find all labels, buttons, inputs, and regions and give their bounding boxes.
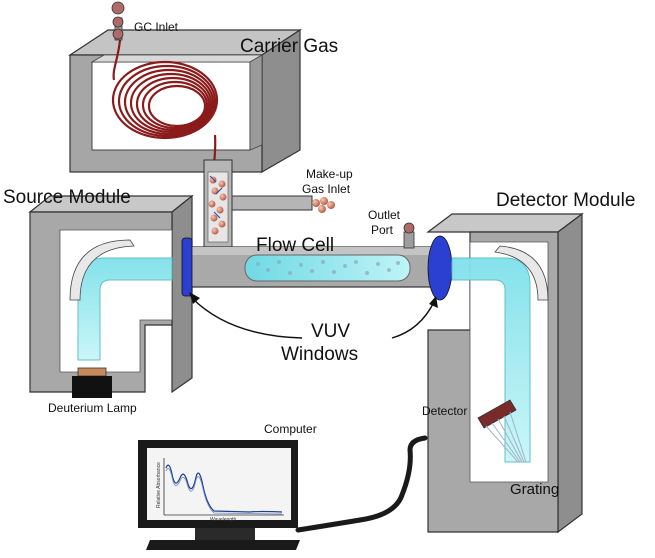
mixing-tube: [203, 159, 233, 251]
deuterium-lamp: [72, 367, 112, 398]
carrier-gas-label: Carrier Gas: [240, 36, 338, 57]
detector-module-label: Detector Module: [496, 190, 635, 211]
screen-spectrum-plot: Relative Absorbance Wavelength: [156, 458, 284, 523]
source-module-label: Source Module: [3, 187, 131, 208]
outlet-port-label-line2: Port: [371, 223, 394, 237]
computer-label: Computer: [264, 422, 317, 436]
vuv-window-right: [427, 235, 453, 301]
source-module-housing: [28, 194, 194, 394]
grating-label: Grating: [510, 481, 559, 498]
makeup-gas-pipe: [231, 195, 335, 213]
vuv-windows-arrows: [189, 292, 438, 339]
makeup-gas-label-line1: Make-up: [306, 167, 353, 181]
deuterium-lamp-label: Deuterium Lamp: [48, 401, 137, 415]
vuv-windows-label-line2: Windows: [281, 344, 358, 365]
source-light-path: [69, 239, 173, 361]
vuv-window-left: [181, 237, 193, 297]
gc-inlet-label: GC Inlet: [134, 20, 179, 34]
screen-xlabel: Wavelength: [210, 517, 236, 523]
flow-cell-tube: [185, 246, 433, 288]
vuv-windows-label-line1: VUV: [311, 321, 350, 342]
outlet-port-label-line1: Outlet: [368, 208, 401, 222]
flow-cell-label: Flow Cell: [256, 235, 334, 256]
computer-cable: [295, 435, 428, 533]
makeup-gas-label-line2: Gas Inlet: [302, 182, 351, 196]
screen-ylabel: Relative Absorbance: [156, 462, 162, 508]
outlet-port-fitting: [403, 222, 415, 249]
grating: [477, 399, 527, 463]
detector-label: Detector: [422, 404, 467, 418]
gc-inlet-fitting: [111, 1, 125, 41]
computer-monitor: [138, 440, 300, 550]
